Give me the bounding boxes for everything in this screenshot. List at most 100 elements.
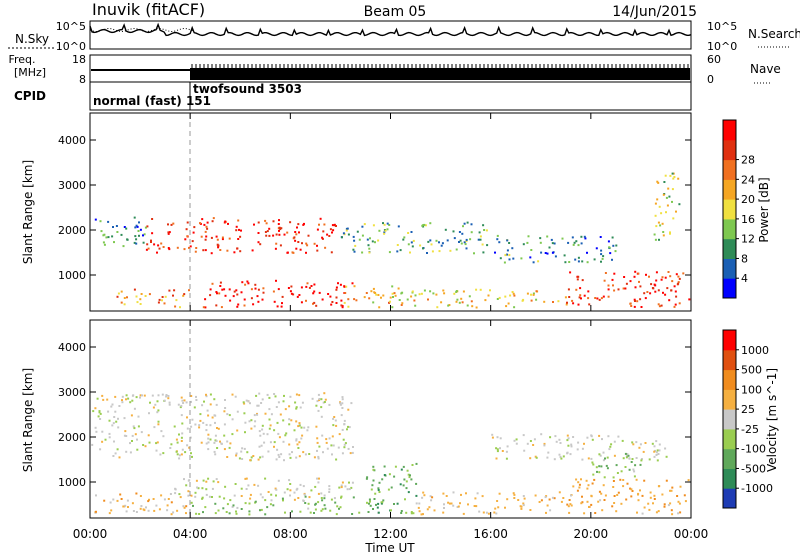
- heatmap-cell: [530, 299, 533, 302]
- heatmap-cell: [563, 254, 566, 257]
- y-tick-label: 4000: [58, 134, 86, 147]
- heatmap-cell: [489, 289, 491, 292]
- heatmap-cell: [184, 451, 187, 454]
- heatmap-cell: [526, 292, 529, 295]
- heatmap-cell: [215, 403, 218, 406]
- heatmap-cell: [176, 453, 179, 456]
- heatmap-cell: [484, 299, 487, 302]
- heatmap-cell: [603, 499, 606, 501]
- heatmap-cell: [264, 499, 267, 502]
- heatmap-cell: [183, 248, 186, 251]
- heatmap-cell: [394, 294, 397, 297]
- heatmap-cell: [581, 458, 584, 461]
- heatmap-cell: [236, 429, 239, 432]
- heatmap-cell: [199, 419, 202, 422]
- heatmap-cell: [458, 241, 460, 243]
- heatmap-cell: [612, 284, 614, 287]
- heatmap-cell: [185, 228, 188, 231]
- heatmap-cell: [367, 511, 370, 513]
- heatmap-cell: [198, 426, 201, 429]
- heatmap-cell: [503, 261, 506, 264]
- heatmap-cell: [361, 225, 364, 228]
- heatmap-cell: [174, 305, 177, 308]
- heatmap-cell: [319, 217, 322, 220]
- power-ylabel: Slant Range [km]: [21, 160, 35, 264]
- heatmap-cell: [295, 420, 298, 423]
- heatmap-cell: [250, 288, 253, 291]
- heatmap-cell: [199, 222, 201, 225]
- heatmap-cell: [339, 403, 342, 406]
- heatmap-cell: [535, 298, 538, 301]
- heatmap-cell: [407, 243, 410, 246]
- heatmap-cell: [529, 440, 532, 442]
- heatmap-cell: [657, 303, 660, 306]
- heatmap-cell: [366, 501, 368, 504]
- heatmap-cell: [580, 242, 583, 245]
- heatmap-cell: [651, 287, 654, 289]
- heatmap-cell: [638, 280, 640, 283]
- colorbar-segment: [723, 120, 736, 141]
- heatmap-cell: [272, 290, 275, 293]
- heatmap-cell: [465, 492, 467, 495]
- heatmap-cell: [335, 225, 337, 227]
- heatmap-cell: [262, 432, 265, 435]
- heatmap-cell: [256, 404, 259, 407]
- heatmap-cell: [223, 448, 226, 451]
- heatmap-cell: [228, 414, 231, 417]
- heatmap-cell: [415, 502, 418, 505]
- heatmap-cell: [677, 275, 680, 278]
- heatmap-cell: [566, 301, 568, 304]
- heatmap-cell: [390, 509, 392, 512]
- heatmap-cell: [493, 511, 496, 514]
- heatmap-cell: [534, 455, 537, 458]
- heatmap-cell: [113, 416, 116, 418]
- heatmap-cell: [457, 505, 460, 508]
- heatmap-cell: [204, 230, 207, 233]
- heatmap-cell: [283, 394, 285, 397]
- heatmap-cell: [340, 484, 343, 487]
- heatmap-cell: [658, 443, 661, 446]
- heatmap-cell: [447, 304, 450, 307]
- heatmap-cell: [522, 504, 525, 507]
- heatmap-cell: [163, 399, 166, 402]
- heatmap-cell: [361, 234, 364, 237]
- heatmap-cell: [628, 457, 631, 460]
- heatmap-cell: [303, 222, 305, 225]
- heatmap-cell: [275, 242, 278, 245]
- heatmap-cell: [572, 485, 575, 488]
- heatmap-cell: [147, 509, 150, 512]
- heatmap-cell: [268, 396, 271, 399]
- heatmap-cell: [430, 243, 433, 246]
- heatmap-cell: [622, 485, 625, 488]
- heatmap-cell: [471, 305, 474, 308]
- heatmap-cell: [114, 410, 117, 413]
- heatmap-cell: [248, 420, 251, 423]
- heatmap-cell: [662, 291, 664, 294]
- heatmap-cell: [322, 401, 325, 404]
- heatmap-cell: [265, 222, 268, 225]
- heatmap-cell: [332, 444, 335, 447]
- heatmap-cell: [544, 252, 547, 254]
- heatmap-cell: [201, 487, 204, 490]
- heatmap-cell: [219, 281, 222, 284]
- heatmap-cell: [113, 440, 115, 443]
- cpid-label: CPID: [14, 89, 46, 103]
- heatmap-cell: [466, 304, 469, 307]
- heatmap-cell: [655, 279, 658, 282]
- heatmap-cell: [423, 223, 426, 226]
- heatmap-cell: [293, 491, 296, 494]
- heatmap-cell: [315, 404, 318, 407]
- heatmap-cell: [292, 251, 295, 254]
- heatmap-cell: [232, 295, 235, 298]
- heatmap-cell: [240, 229, 242, 232]
- heatmap-cell: [212, 480, 215, 483]
- heatmap-cell: [459, 502, 461, 505]
- heatmap-cell: [442, 511, 445, 514]
- heatmap-cell: [655, 271, 658, 274]
- heatmap-cell: [297, 241, 300, 243]
- heatmap-cell: [532, 292, 535, 295]
- heatmap-cell: [209, 393, 212, 396]
- heatmap-cell: [677, 512, 680, 515]
- heatmap-cell: [353, 285, 356, 288]
- heatmap-cell: [313, 242, 316, 245]
